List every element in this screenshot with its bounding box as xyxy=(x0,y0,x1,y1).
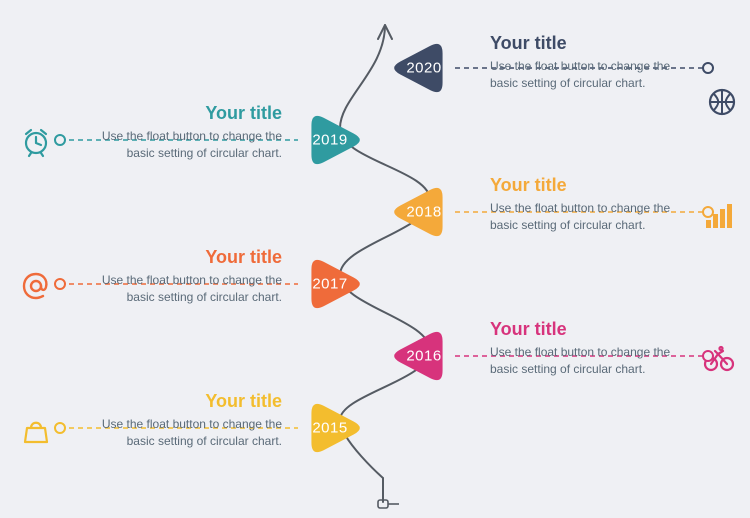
clock-icon xyxy=(26,130,46,156)
milestone-desc: Use the float button to change the basic… xyxy=(72,128,282,162)
year-label: 2017 xyxy=(312,276,347,293)
milestone-block: Your title Use the float button to change… xyxy=(490,319,700,378)
milestone-desc: Use the float button to change the basic… xyxy=(490,58,700,92)
year-label: 2015 xyxy=(312,420,347,437)
milestone-block: Your title Use the float button to change… xyxy=(72,247,282,306)
connector-endpoint xyxy=(54,278,66,290)
milestone-desc: Use the float button to change the basic… xyxy=(490,344,700,378)
connector-endpoint xyxy=(54,422,66,434)
bag-icon xyxy=(25,423,47,442)
milestone-title: Your title xyxy=(72,103,282,124)
year-label: 2018 xyxy=(406,204,441,221)
basketball-icon xyxy=(710,90,734,114)
milestone-block: Your title Use the float button to change… xyxy=(72,103,282,162)
year-label: 2019 xyxy=(312,132,347,149)
milestone-desc: Use the float button to change the basic… xyxy=(490,200,700,234)
milestone-title: Your title xyxy=(490,319,700,340)
milestone-block: Your title Use the float button to change… xyxy=(72,391,282,450)
year-label: 2016 xyxy=(406,348,441,365)
connector-endpoint xyxy=(54,134,66,146)
connector-endpoint xyxy=(702,62,714,74)
milestone-block: Your title Use the float button to change… xyxy=(490,33,700,92)
milestone-title: Your title xyxy=(490,175,700,196)
milestone-desc: Use the float button to change the basic… xyxy=(72,416,282,450)
milestone-block: Your title Use the float button to change… xyxy=(490,175,700,234)
year-label: 2020 xyxy=(406,60,441,77)
milestone-title: Your title xyxy=(72,247,282,268)
connector-endpoint xyxy=(702,206,714,218)
milestone-title: Your title xyxy=(490,33,700,54)
connector-endpoint xyxy=(702,350,714,362)
milestone-title: Your title xyxy=(72,391,282,412)
milestone-desc: Use the float button to change the basic… xyxy=(72,272,282,306)
at-icon xyxy=(24,274,46,298)
